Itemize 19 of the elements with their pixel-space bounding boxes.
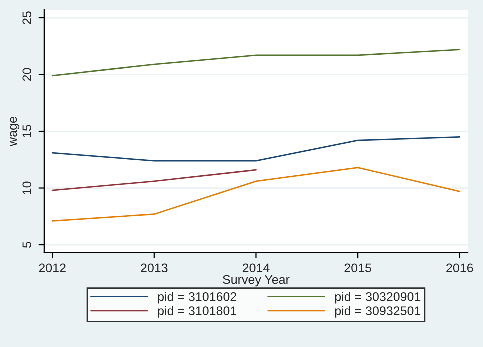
y-tick-label: 5 [22, 242, 32, 248]
line-series [52, 167, 461, 222]
x-tick-label: 2014 [242, 264, 270, 273]
x-tick-label: 2015 [344, 264, 372, 273]
x-axis-title: Survey Year [223, 275, 290, 287]
y-axis-title: wage [10, 117, 20, 146]
x-tick-label: 2016 [446, 264, 474, 273]
x-tick-label: 2013 [141, 264, 168, 273]
legend-label: pid = 30932501 [335, 306, 421, 318]
legend-label: pid = 30320901 [335, 292, 421, 304]
y-tick-label: 15 [22, 125, 32, 138]
legend-label: pid = 3101801 [158, 306, 237, 318]
legend-label: pid = 3101602 [158, 292, 237, 304]
y-tick-label: 20 [22, 68, 32, 82]
line-series [52, 136, 461, 162]
y-tick-label: 10 [22, 182, 32, 194]
y-tick-label: 25 [22, 12, 32, 24]
line-series [52, 49, 461, 77]
x-tick-label: 2012 [39, 264, 66, 273]
